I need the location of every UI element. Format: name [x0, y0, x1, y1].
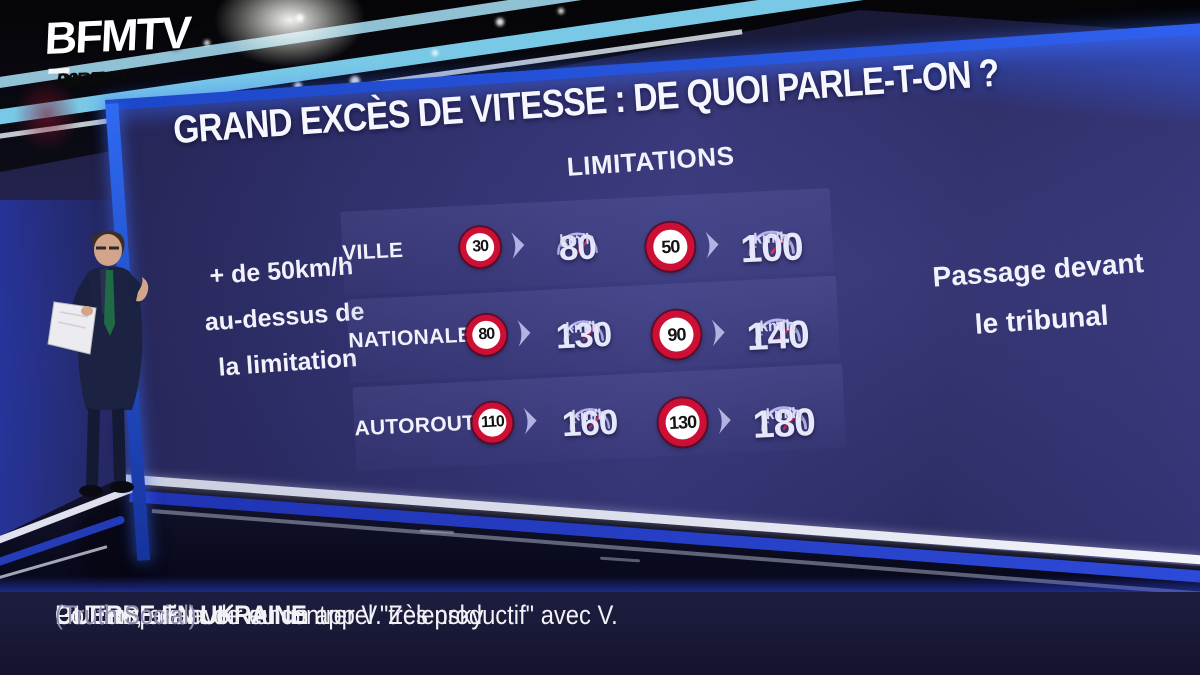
speedometer-icon — [563, 320, 605, 343]
speedometer-icon — [557, 232, 598, 256]
studio-light — [558, 8, 564, 14]
presenter-right-leg — [112, 408, 126, 482]
speed-value: 180 km/h — [751, 400, 816, 447]
channel-logo: BFMTV — [43, 6, 191, 65]
ticker-headline-part2: Poutine, avant de rencontrer V. Zelensky — [55, 600, 484, 630]
speed-value: 130 km/h — [554, 314, 613, 357]
floor-bottom-glow — [0, 576, 1200, 592]
studio-light — [496, 18, 504, 26]
time-direct-bar: 09:42 DIRECT — [48, 67, 132, 93]
speed-limit-sign: 130 — [657, 397, 708, 448]
presenter-tie — [104, 270, 115, 336]
studio-light — [204, 40, 210, 46]
ticker-source: (Truth Social) — [55, 600, 197, 630]
table-row: NATIONALE 80 130 km/h 90 14 — [346, 275, 840, 384]
arrow-right-icon — [511, 232, 525, 259]
ticker-headline-part1: D. Trump dit avoir eu un appel "très pro… — [55, 600, 618, 630]
papers-lines — [57, 311, 89, 329]
speedometer-icon — [761, 406, 808, 432]
presenter-left-leg — [86, 408, 100, 486]
arrow-right-icon — [717, 407, 731, 434]
speedometer-icon — [754, 318, 802, 344]
studio-light — [350, 76, 360, 86]
presenter-left-hand — [136, 277, 149, 302]
presenter-shoe — [79, 485, 103, 497]
speed-value: 80 km/h — [533, 227, 620, 268]
presenter-shoe — [110, 481, 134, 493]
arrow-right-icon — [711, 319, 725, 347]
table-row: AUTOROUTE 110 160 km/h 130 — [352, 363, 847, 472]
speedometer-icon — [748, 230, 795, 257]
news-ticker: GUERRE EN UKRAINE D. Trump dit avoir eu u… — [0, 592, 1200, 675]
presenter — [47, 230, 149, 497]
infographic-panel: GRAND EXCÈS DE VITESSE : DE QUOI PARLE-T… — [105, 19, 1200, 561]
live-badge: DIRECT — [56, 67, 132, 93]
presenter-right-hand — [81, 306, 93, 316]
presenter-suit — [77, 266, 143, 410]
arrow-right-icon — [517, 319, 531, 347]
studio-light — [432, 50, 438, 56]
table-header: LIMITATIONS — [565, 140, 736, 182]
channel-bug: BFMTV 09:42 DIRECT — [43, 6, 192, 93]
speed-value: 160 km/h — [560, 402, 619, 445]
row-label: VILLE — [341, 238, 404, 265]
arrow-right-icon — [705, 231, 719, 259]
row-label: NATIONALE — [347, 323, 473, 353]
speed-limit-sign: 90 — [651, 309, 702, 360]
set-red-accent — [14, 78, 80, 152]
presenter-head — [94, 234, 122, 266]
speed-limit-sign: 110 — [471, 401, 514, 444]
row-label: AUTOROUTE — [353, 410, 491, 441]
ticker-topic: GUERRE EN UKRAINE — [55, 600, 307, 630]
studio-light — [296, 14, 304, 22]
arrow-right-icon — [523, 407, 537, 435]
speed-value: 140 km/h — [745, 313, 810, 360]
speed-value: 100 km/h — [739, 225, 804, 272]
speed-limit-sign: 30 — [459, 226, 502, 269]
speed-limit-sign: 80 — [465, 313, 508, 356]
right-note: Passage devant le tribunal — [931, 246, 1145, 340]
floor-speck — [599, 556, 641, 563]
speed-limit-sign: 50 — [645, 221, 696, 272]
speedometer-icon — [569, 408, 611, 431]
table-row: VILLE 30 80 km/h 50 100 — [340, 187, 834, 296]
